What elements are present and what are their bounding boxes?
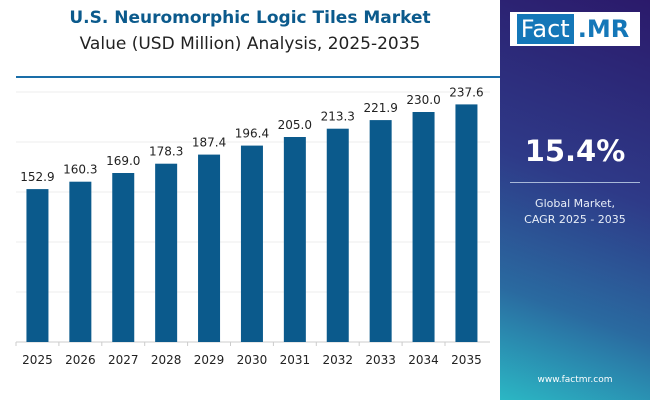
bar: [369, 120, 392, 342]
x-tick-label: 2033: [365, 353, 396, 367]
x-tick-label: 2032: [322, 353, 353, 367]
bar: [69, 181, 92, 342]
data-label: 187.4: [192, 136, 226, 150]
bar-chart: 152.9 2025 160.3 2026 169.0 2027 178.3 2028 187.…: [15, 85, 490, 367]
data-label: 237.6: [449, 85, 483, 99]
logo-text-left: Fact: [516, 14, 574, 44]
data-label: 178.3: [149, 145, 183, 159]
x-tick-label: 2026: [65, 353, 96, 367]
data-label: 221.9: [363, 101, 397, 115]
bar: [198, 154, 221, 342]
x-tick-label: 2028: [151, 353, 182, 367]
bar: [412, 112, 435, 342]
cagr-label-line2: CAGR 2025 - 2035: [524, 213, 626, 226]
data-label: 160.3: [63, 163, 97, 177]
summary-panel: Fact .MR 15.4% Global Market, CAGR 2025 -…: [500, 0, 650, 400]
data-label: 205.0: [278, 118, 312, 132]
x-tick-label: 2034: [408, 353, 439, 367]
x-tick-label: 2035: [451, 353, 482, 367]
x-tick-label: 2029: [194, 353, 225, 367]
cagr-value: 15.4%: [524, 134, 626, 168]
chart-title: U.S. Neuromorphic Logic Tiles Market: [69, 8, 431, 28]
data-label: 152.9: [20, 170, 54, 184]
x-tick-label: 2025: [22, 353, 53, 367]
cagr-divider: [510, 182, 640, 183]
data-label: 196.4: [235, 127, 269, 141]
website-link[interactable]: www.factmr.com: [537, 375, 613, 385]
chart-subtitle: Value (USD Million) Analysis, 2025-2035: [79, 34, 421, 54]
title-divider: [16, 76, 500, 78]
data-label: 169.0: [106, 154, 140, 168]
data-label: 230.0: [406, 93, 440, 107]
data-label: 213.3: [321, 110, 355, 124]
x-tick-label: 2030: [237, 353, 268, 367]
x-tick-label: 2027: [108, 353, 139, 367]
bar: [240, 145, 263, 342]
bar: [455, 104, 478, 343]
bar: [155, 163, 178, 342]
bar: [112, 173, 135, 342]
logo-text-right: .MR: [573, 14, 634, 44]
factmr-logo: Fact .MR: [510, 12, 640, 46]
bar: [283, 137, 306, 342]
x-tick-label: 2031: [280, 353, 311, 367]
cagr-label: Global Market, CAGR 2025 - 2035: [500, 196, 650, 228]
cagr-label-line1: Global Market,: [535, 197, 615, 210]
bar: [326, 128, 349, 342]
bar: [26, 189, 49, 342]
